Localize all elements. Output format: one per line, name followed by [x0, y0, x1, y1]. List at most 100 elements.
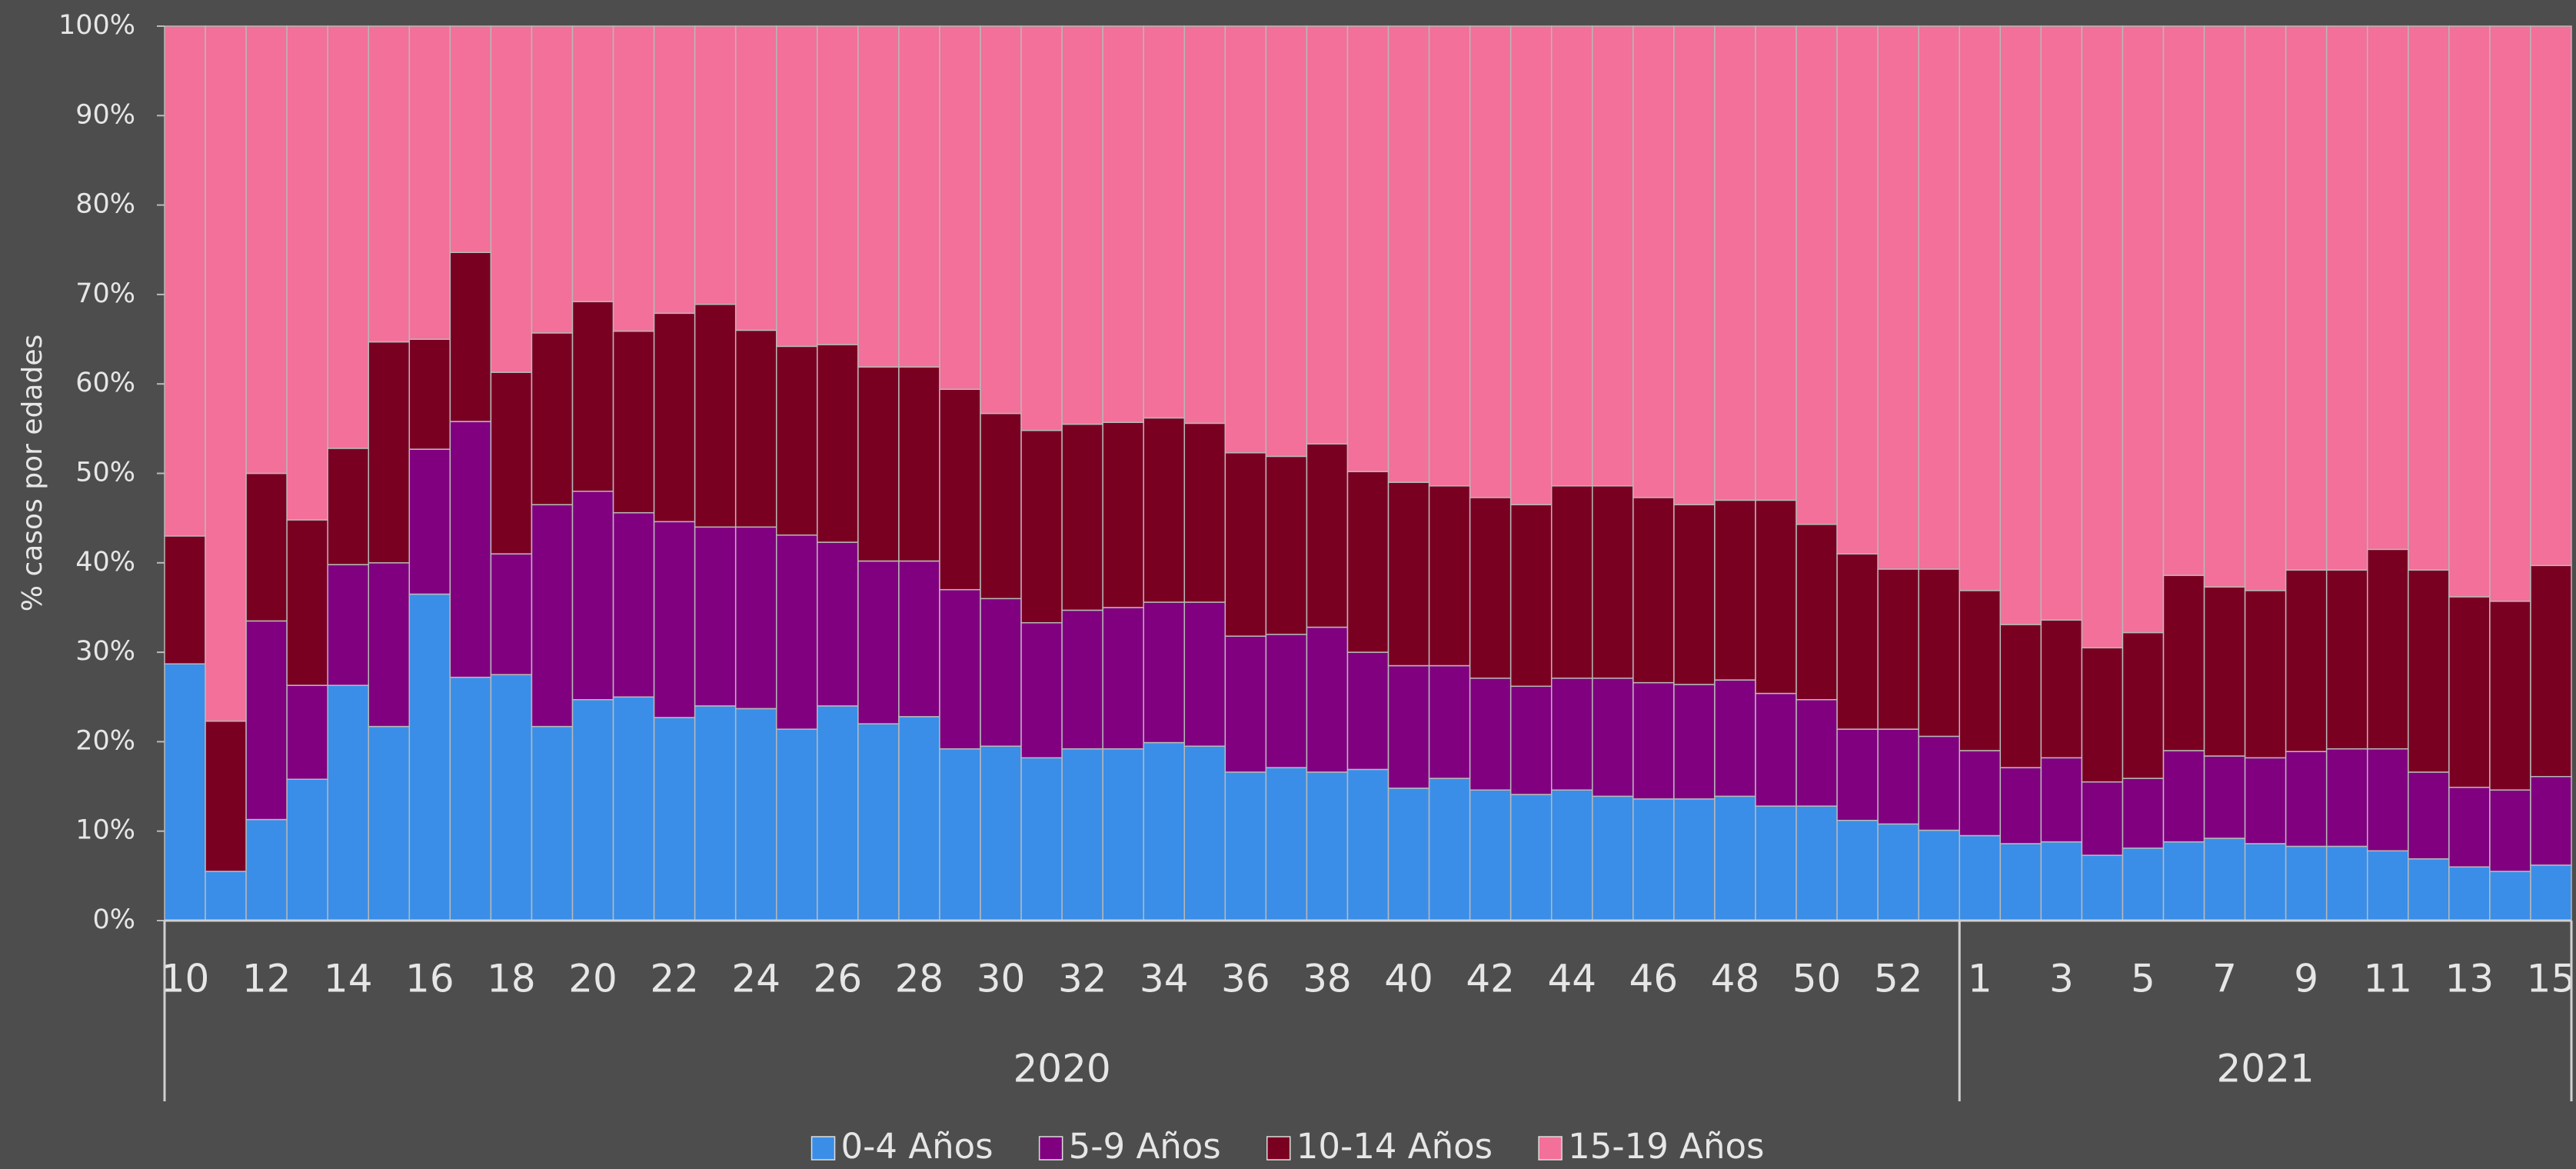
- bar-segment: [817, 705, 859, 921]
- bar-segment: [2081, 25, 2124, 649]
- bar-segment: [2366, 850, 2409, 921]
- bar-segment: [1183, 601, 1226, 747]
- bar-segment: [1469, 678, 1512, 791]
- x-tick-label: 3: [2049, 957, 2074, 1001]
- bar-segment: [1592, 678, 1634, 798]
- bar-segment: [1428, 664, 1471, 779]
- bar-segment: [368, 341, 411, 564]
- bar-segment: [1509, 504, 1553, 688]
- bar-segment: [1550, 485, 1593, 679]
- bar-segment: [1632, 798, 1675, 921]
- bar-segment: [1632, 681, 1675, 800]
- bar-segment: [2081, 647, 2124, 783]
- bar-segment: [653, 717, 696, 921]
- bar-segment: [2040, 25, 2083, 621]
- bar-segment: [1387, 788, 1430, 921]
- bar-segment: [1673, 684, 1716, 800]
- bar-segment: [490, 25, 533, 373]
- bar-segment: [612, 696, 655, 921]
- bar-segment: [776, 728, 818, 921]
- bar-segment: [1877, 728, 1919, 825]
- bar-segment: [2325, 845, 2368, 921]
- bar-segment: [2366, 748, 2409, 852]
- bar-segment: [1306, 771, 1349, 921]
- bar-segment: [1592, 485, 1634, 679]
- bar-segment: [1999, 25, 2042, 625]
- bar-segment: [1265, 634, 1308, 768]
- bar-segment: [531, 725, 574, 921]
- bar-segment: [2203, 838, 2246, 921]
- bar-segment: [1183, 25, 1226, 425]
- bar-segment: [817, 541, 859, 707]
- bar-segment: [2122, 778, 2165, 849]
- bar-segment: [1918, 25, 1960, 570]
- bar-segment: [694, 526, 737, 707]
- bar-segment: [694, 303, 737, 528]
- bar-segment: [286, 519, 328, 686]
- bar-segment: [490, 553, 533, 675]
- bar-segment: [1183, 745, 1226, 921]
- bar-segment: [1306, 25, 1349, 445]
- bar-segment: [2162, 575, 2205, 751]
- bar-segment: [327, 564, 370, 686]
- bar-segment: [1183, 422, 1226, 603]
- bar-segment: [1592, 795, 1634, 921]
- bar-segment: [1959, 750, 2002, 837]
- bar-segment: [571, 491, 614, 701]
- legend-swatch: [1266, 1136, 1291, 1161]
- bar-segment: [2081, 781, 2124, 856]
- x-tick-label: 34: [1140, 957, 1189, 1001]
- x-tick-label: 14: [324, 957, 373, 1001]
- bar-segment: [2366, 548, 2409, 750]
- bar-segment: [1387, 664, 1430, 789]
- group-label: 2021: [2216, 1047, 2314, 1091]
- bar-segment: [2040, 841, 2083, 921]
- bar-segment: [776, 345, 818, 536]
- bar-segment: [1999, 767, 2042, 844]
- bar-segment: [490, 371, 533, 555]
- bar-segment: [1143, 741, 1186, 921]
- bar-segment: [1509, 685, 1553, 795]
- bar-segment: [2448, 596, 2491, 788]
- bar-segment: [1346, 25, 1390, 472]
- bar-segment: [694, 25, 737, 305]
- x-tick-label: 9: [2294, 957, 2318, 1001]
- bar-segment: [205, 720, 247, 872]
- bar-segment: [286, 25, 328, 521]
- bar-segment: [1714, 499, 1756, 681]
- legend-label: 10-14 Años: [1296, 1126, 1493, 1167]
- bar-segment: [939, 748, 981, 921]
- x-tick-label: 16: [405, 957, 454, 1001]
- bar-segment: [2162, 750, 2205, 843]
- x-tick-label: 13: [2445, 957, 2494, 1001]
- bar-segment: [327, 25, 370, 449]
- bar-segment: [857, 723, 900, 921]
- bar-segment: [1877, 568, 1919, 730]
- x-tick-label: 50: [1792, 957, 1842, 1001]
- bar-segment: [327, 684, 370, 921]
- legend-label: 15-19 Años: [1568, 1126, 1764, 1167]
- bar-segment: [1061, 25, 1103, 425]
- bar-segment: [571, 301, 614, 492]
- bar-segment: [612, 330, 655, 514]
- bar-segment: [449, 251, 492, 422]
- bar-segment: [1877, 823, 1919, 921]
- bar-segment: [327, 448, 370, 565]
- bar-segment: [734, 329, 777, 528]
- bar-segment: [164, 535, 206, 664]
- bar-segment: [205, 25, 247, 722]
- bar-segment: [2244, 25, 2287, 591]
- bar-segment: [1918, 568, 1960, 738]
- bar-segment: [1714, 25, 1756, 501]
- bar-segment: [898, 716, 940, 921]
- x-tick-label: 46: [1629, 957, 1679, 1001]
- bar-segment: [571, 698, 614, 921]
- bar-segment: [1143, 25, 1186, 419]
- bar-segment: [1346, 768, 1390, 921]
- bar-segment: [571, 25, 614, 302]
- bar-segment: [1224, 635, 1267, 773]
- bar-segment: [2448, 786, 2491, 868]
- y-tick-label: 0%: [92, 904, 135, 935]
- bar-segment: [2325, 25, 2368, 571]
- bar-segment: [980, 25, 1022, 415]
